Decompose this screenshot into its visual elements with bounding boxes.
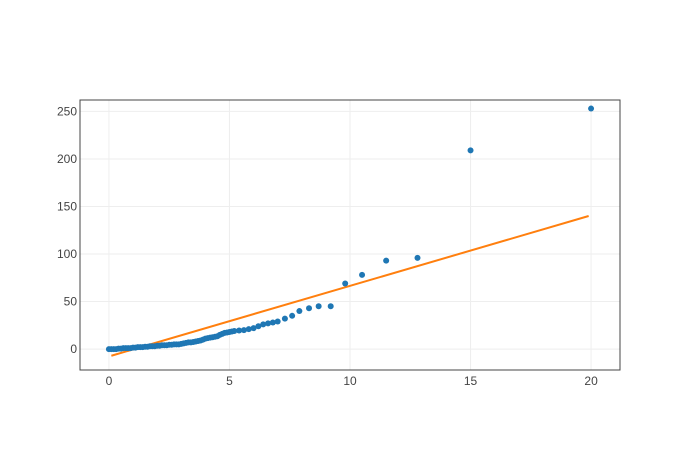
y-tick-label: 250 bbox=[57, 104, 77, 118]
plot-frame bbox=[79, 99, 621, 371]
x-tick-label: 0 bbox=[106, 374, 113, 388]
data-point bbox=[255, 323, 262, 330]
data-point bbox=[342, 280, 349, 287]
data-point bbox=[236, 327, 243, 334]
x-tick-label: 5 bbox=[226, 374, 233, 388]
data-point bbox=[296, 308, 303, 315]
data-point bbox=[414, 254, 421, 261]
data-point bbox=[240, 327, 247, 334]
y-tick-label: 0 bbox=[70, 342, 77, 356]
data-points bbox=[105, 105, 595, 353]
data-point bbox=[359, 271, 366, 278]
data-point bbox=[231, 328, 238, 335]
data-point bbox=[250, 325, 257, 332]
y-tick-label: 50 bbox=[64, 295, 78, 309]
data-point bbox=[327, 303, 334, 310]
y-tick-label: 100 bbox=[57, 247, 77, 261]
data-point bbox=[269, 319, 276, 326]
data-point bbox=[306, 305, 313, 312]
data-point bbox=[265, 320, 272, 327]
fit-line-group bbox=[111, 215, 589, 357]
x-tick-label: 15 bbox=[464, 374, 478, 388]
data-point bbox=[260, 321, 267, 328]
data-point bbox=[315, 303, 322, 310]
data-point bbox=[467, 147, 474, 154]
y-tick-label: 200 bbox=[57, 152, 77, 166]
data-point bbox=[383, 257, 390, 264]
x-tick-label: 10 bbox=[343, 374, 357, 388]
y-axis-ticks: 0 50 100 150 200 250 bbox=[57, 104, 77, 356]
grid-lines bbox=[80, 100, 620, 370]
data-point bbox=[245, 326, 252, 333]
data-point bbox=[588, 105, 595, 112]
x-tick-label: 20 bbox=[584, 374, 598, 388]
data-point bbox=[281, 315, 288, 322]
data-point bbox=[274, 318, 281, 325]
data-point bbox=[289, 312, 296, 319]
fit-line bbox=[111, 215, 589, 357]
y-tick-label: 150 bbox=[57, 199, 77, 213]
x-axis-ticks: 0 5 10 15 20 bbox=[106, 374, 598, 388]
